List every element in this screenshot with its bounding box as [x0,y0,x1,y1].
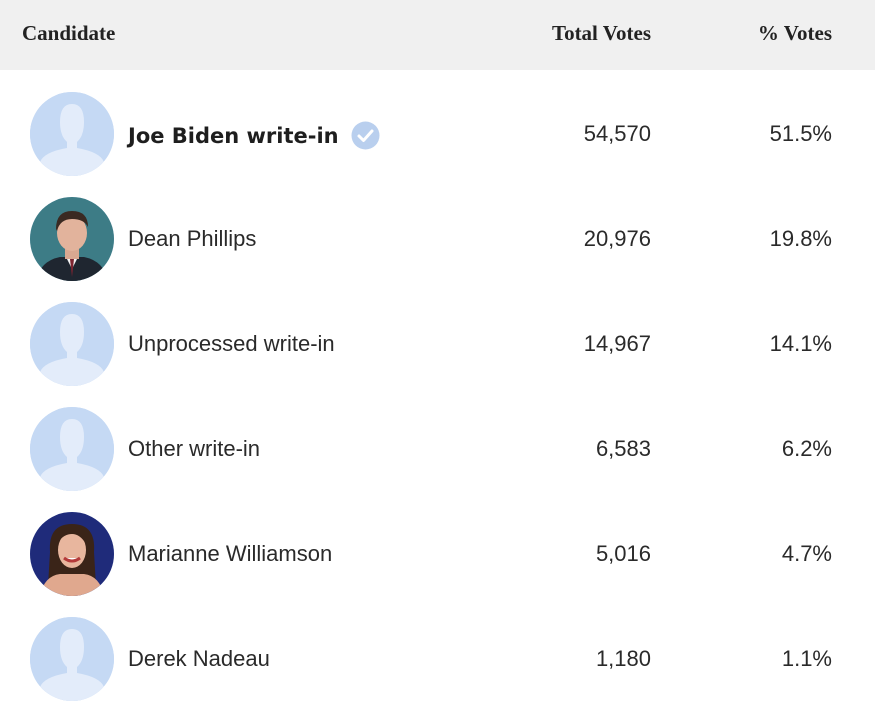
table-header: Candidate Total Votes % Votes [0,0,875,70]
candidate-name-text: Joe Biden write-in [128,123,339,148]
candidate-name: Derek Nadeau [128,646,270,672]
candidate-name: Unprocessed write-in [128,331,335,357]
candidate-name: Dean Phillips [128,226,256,252]
total-votes-cell: 6,583 [595,436,651,461]
table-row: Dean Phillips 20,976 19.8% [0,175,875,281]
placeholder-avatar-icon [30,92,114,176]
header-candidate[interactable]: Candidate [22,21,116,45]
candidate-name-text: Marianne Williamson [128,541,333,566]
placeholder-avatar-icon [30,407,114,491]
pct-votes-cell: 14.1% [769,331,832,356]
table-row: Marianne Williamson 5,016 4.7% [0,490,875,596]
candidate-name: Joe Biden write-in [128,121,380,150]
placeholder-avatar-icon [30,302,114,386]
candidate-name-text: Other write-in [128,436,261,461]
candidate-name-text: Derek Nadeau [128,646,270,671]
header-total-votes[interactable]: Total Votes [551,21,651,45]
total-votes-cell: 20,976 [583,226,651,251]
placeholder-avatar-icon [30,617,114,701]
candidate-name-text: Dean Phillips [128,226,257,251]
winner-check-icon [351,121,380,150]
table-row: Joe Biden write-in 54,570 51.5% [0,70,875,176]
pct-votes-cell: 1.1% [781,646,832,671]
pct-votes-cell: 6.2% [781,436,832,461]
total-votes-cell: 1,180 [595,646,651,671]
pct-votes-cell: 4.7% [781,541,832,566]
candidate-name: Marianne Williamson [128,541,332,567]
candidate-photo [30,512,114,596]
header-pct-votes[interactable]: % Votes [757,21,832,45]
table-row: Derek Nadeau 1,180 1.1% [0,595,875,701]
table-row: Other write-in 6,583 6.2% [0,385,875,491]
candidate-name: Other write-in [128,436,260,462]
pct-votes-cell: 19.8% [769,226,832,251]
total-votes-cell: 54,570 [583,121,651,146]
candidate-name-text: Unprocessed write-in [128,331,335,356]
candidate-photo [30,197,114,281]
total-votes-cell: 14,967 [583,331,651,356]
total-votes-cell: 5,016 [595,541,651,566]
pct-votes-cell: 51.5% [769,121,832,146]
table-row: Unprocessed write-in 14,967 14.1% [0,280,875,386]
